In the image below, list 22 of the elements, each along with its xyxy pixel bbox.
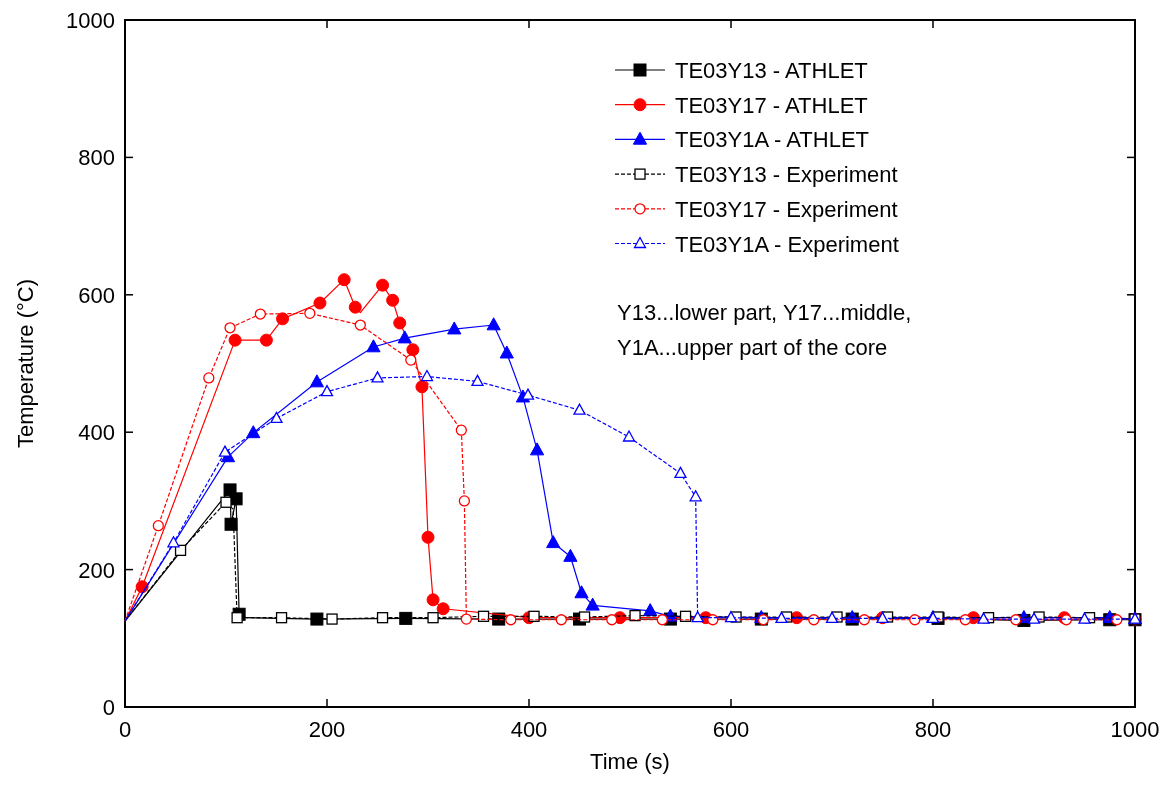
legend-label: TE03Y17 - ATHLET (675, 92, 868, 118)
x-tick-label: 800 (914, 717, 952, 742)
x-tick-label: 600 (712, 717, 750, 742)
legend-label: TE03Y1A - Experiment (675, 231, 899, 257)
y-tick-label: 0 (102, 695, 115, 720)
annotation: Y13...lower part, Y17...middle, (617, 300, 912, 325)
y-tick-label: 600 (78, 282, 115, 308)
x-tick-label: 1000 (1110, 717, 1160, 742)
x-tick-label: 400 (510, 717, 548, 742)
y-tick-label: 1000 (66, 8, 115, 33)
x-tick-label: 200 (308, 717, 346, 742)
y-tick-label: 200 (78, 557, 115, 583)
y-tick-label: 400 (78, 420, 115, 446)
legend-label: TE03Y1A - ATHLET (675, 127, 870, 153)
legend-label: TE03Y13 - ATHLET (675, 58, 868, 83)
x-tick-label: 0 (118, 717, 132, 742)
y-tick-label: 800 (78, 145, 115, 171)
legend-label: TE03Y13 - Experiment (675, 162, 898, 188)
annotation: Y1A...upper part of the core (617, 335, 888, 360)
y-axis-title: Temperature (°C) (13, 279, 38, 448)
legend-label: TE03Y17 - Experiment (675, 196, 898, 222)
x-axis-title: Time (s) (590, 749, 670, 774)
